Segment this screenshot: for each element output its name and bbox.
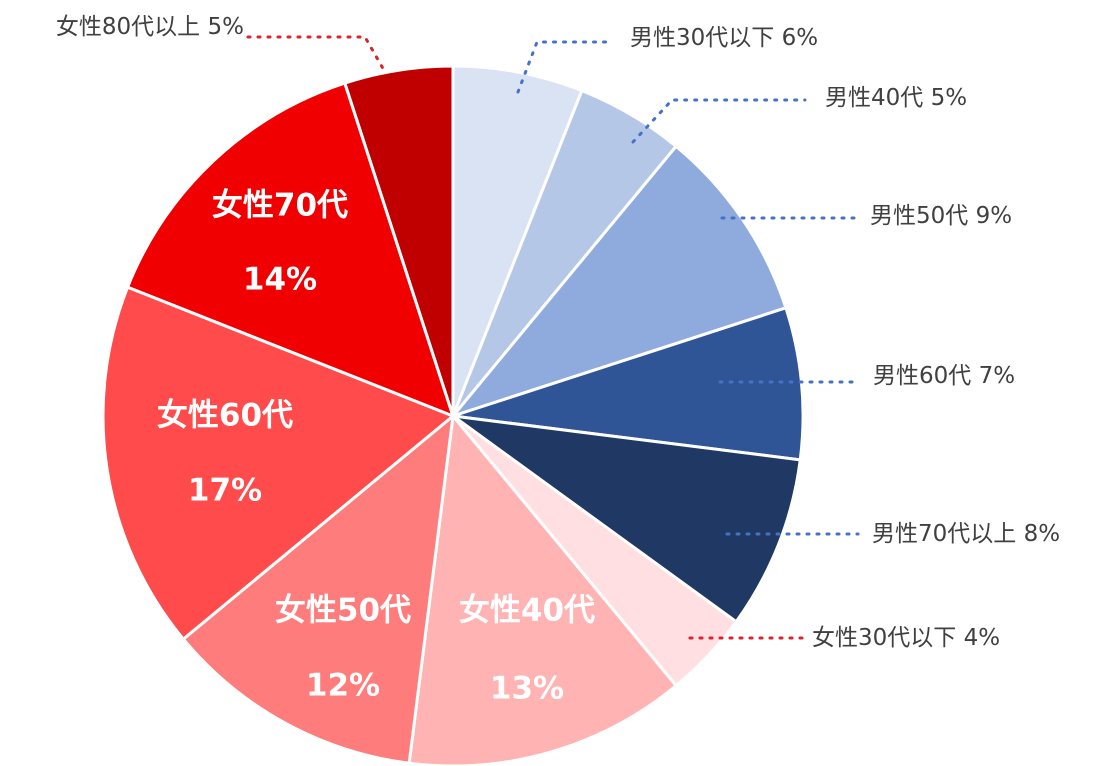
data-label: 女性80代以上 5% xyxy=(56,14,244,40)
data-label: 男性30代以下 6% xyxy=(630,25,818,51)
category-label: 男性50代 xyxy=(870,203,968,229)
value-label: 5% xyxy=(931,85,968,111)
pie-slice xyxy=(342,64,455,417)
value-label: 9% xyxy=(976,203,1013,229)
category-label: 男性30代以下 xyxy=(630,25,774,51)
category-label: 女性50代 xyxy=(275,593,411,629)
data-label: 女性30代以下 4% xyxy=(812,625,1000,651)
value-label: 13% xyxy=(490,671,564,707)
value-label: 6% xyxy=(782,25,819,51)
category-label: 男性60代 xyxy=(873,363,971,389)
data-label: 男性70代以上 8% xyxy=(872,521,1060,547)
pie-slice xyxy=(181,412,455,765)
value-label: 7% xyxy=(979,363,1016,389)
category-label: 女性40代 xyxy=(459,593,595,629)
data-label: 男性50代 9% xyxy=(870,203,1012,229)
data-label: 男性60代 7% xyxy=(873,363,1015,389)
leader-line xyxy=(631,98,807,144)
category-label: 女性80代以上 xyxy=(56,14,200,40)
value-label: 12% xyxy=(306,668,380,704)
leader-line xyxy=(246,35,387,74)
data-label: 男性40代 5% xyxy=(825,85,967,111)
category-label: 女性30代以下 xyxy=(812,625,956,651)
category-label: 男性40代 xyxy=(825,85,923,111)
pie-slice xyxy=(101,285,456,642)
category-label: 女性60代 xyxy=(157,398,293,434)
value-label: 4% xyxy=(964,625,1001,651)
value-label: 5% xyxy=(208,14,245,40)
value-label: 17% xyxy=(188,473,262,509)
value-label: 14% xyxy=(243,262,317,298)
category-label: 男性70代以上 xyxy=(872,521,1016,547)
pie-slice xyxy=(452,414,802,624)
value-label: 8% xyxy=(1024,521,1061,547)
category-label: 女性70代 xyxy=(212,188,348,224)
leader-line xyxy=(516,40,614,94)
pie-slice xyxy=(451,64,584,417)
